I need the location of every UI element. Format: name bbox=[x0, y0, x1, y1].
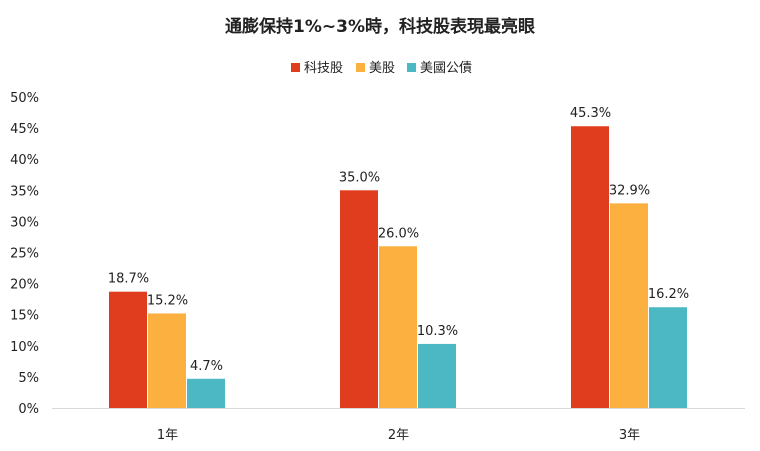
y-tick-label: 35% bbox=[10, 184, 39, 199]
legend-label-3: 美國公債 bbox=[420, 61, 472, 76]
y-tick-label: 25% bbox=[10, 247, 39, 262]
data-label-1-1: 18.7% bbox=[108, 272, 149, 287]
x-tick-label: 3年 bbox=[619, 428, 640, 443]
y-tick-label: 50% bbox=[10, 91, 39, 106]
y-tick-label: 0% bbox=[18, 402, 39, 417]
y-tick-label: 15% bbox=[10, 309, 39, 324]
data-label-3-3: 16.2% bbox=[648, 287, 689, 302]
bar-1-2 bbox=[340, 190, 378, 408]
data-label-2-2: 26.0% bbox=[378, 226, 419, 241]
data-label-3-2: 10.3% bbox=[417, 324, 458, 339]
y-tick-label: 30% bbox=[10, 215, 39, 230]
bar-2-1 bbox=[148, 313, 186, 408]
x-axis: 1年 2年 3年 bbox=[52, 408, 745, 443]
legend-label-1: 科技股 bbox=[304, 61, 343, 76]
y-tick-label: 45% bbox=[10, 122, 39, 137]
bar-2-2 bbox=[379, 246, 417, 408]
data-label-1-3: 45.3% bbox=[570, 106, 611, 121]
bar-2-3 bbox=[610, 203, 648, 408]
y-tick-label: 20% bbox=[10, 278, 39, 293]
legend: 科技股 美股 美國公債 bbox=[291, 61, 472, 76]
y-tick-label: 10% bbox=[10, 340, 39, 355]
chart-title: 通膨保持1%~3%時，科技股表現最亮眼 bbox=[225, 16, 535, 37]
bars bbox=[109, 126, 687, 408]
bar-1-1 bbox=[109, 291, 147, 408]
legend-label-2: 美股 bbox=[369, 61, 395, 76]
legend-swatch-2 bbox=[356, 63, 365, 72]
y-tick-label: 5% bbox=[18, 371, 39, 386]
y-tick-label: 40% bbox=[10, 153, 39, 168]
bar-3-1 bbox=[187, 378, 225, 408]
data-label-2-1: 15.2% bbox=[147, 293, 188, 308]
data-label-3-1: 4.7% bbox=[190, 359, 223, 374]
data-label-1-2: 35.0% bbox=[339, 170, 380, 185]
x-tick-label: 2年 bbox=[388, 428, 409, 443]
legend-swatch-3 bbox=[407, 63, 416, 72]
data-label-2-3: 32.9% bbox=[609, 183, 650, 198]
legend-swatch-1 bbox=[291, 63, 300, 72]
data-labels: 18.7% 15.2% 4.7% 35.0% 26.0% 10.3% 45.3% 32.9% 1… bbox=[108, 106, 689, 374]
bar-3-3 bbox=[649, 307, 687, 408]
bar-3-2 bbox=[418, 343, 456, 408]
x-tick-label: 1年 bbox=[157, 428, 178, 443]
bar-1-3 bbox=[571, 126, 609, 408]
y-axis: 0% 5% 10% 15% 20% 25% 30% 35% 40% 45% 50% bbox=[10, 91, 39, 417]
